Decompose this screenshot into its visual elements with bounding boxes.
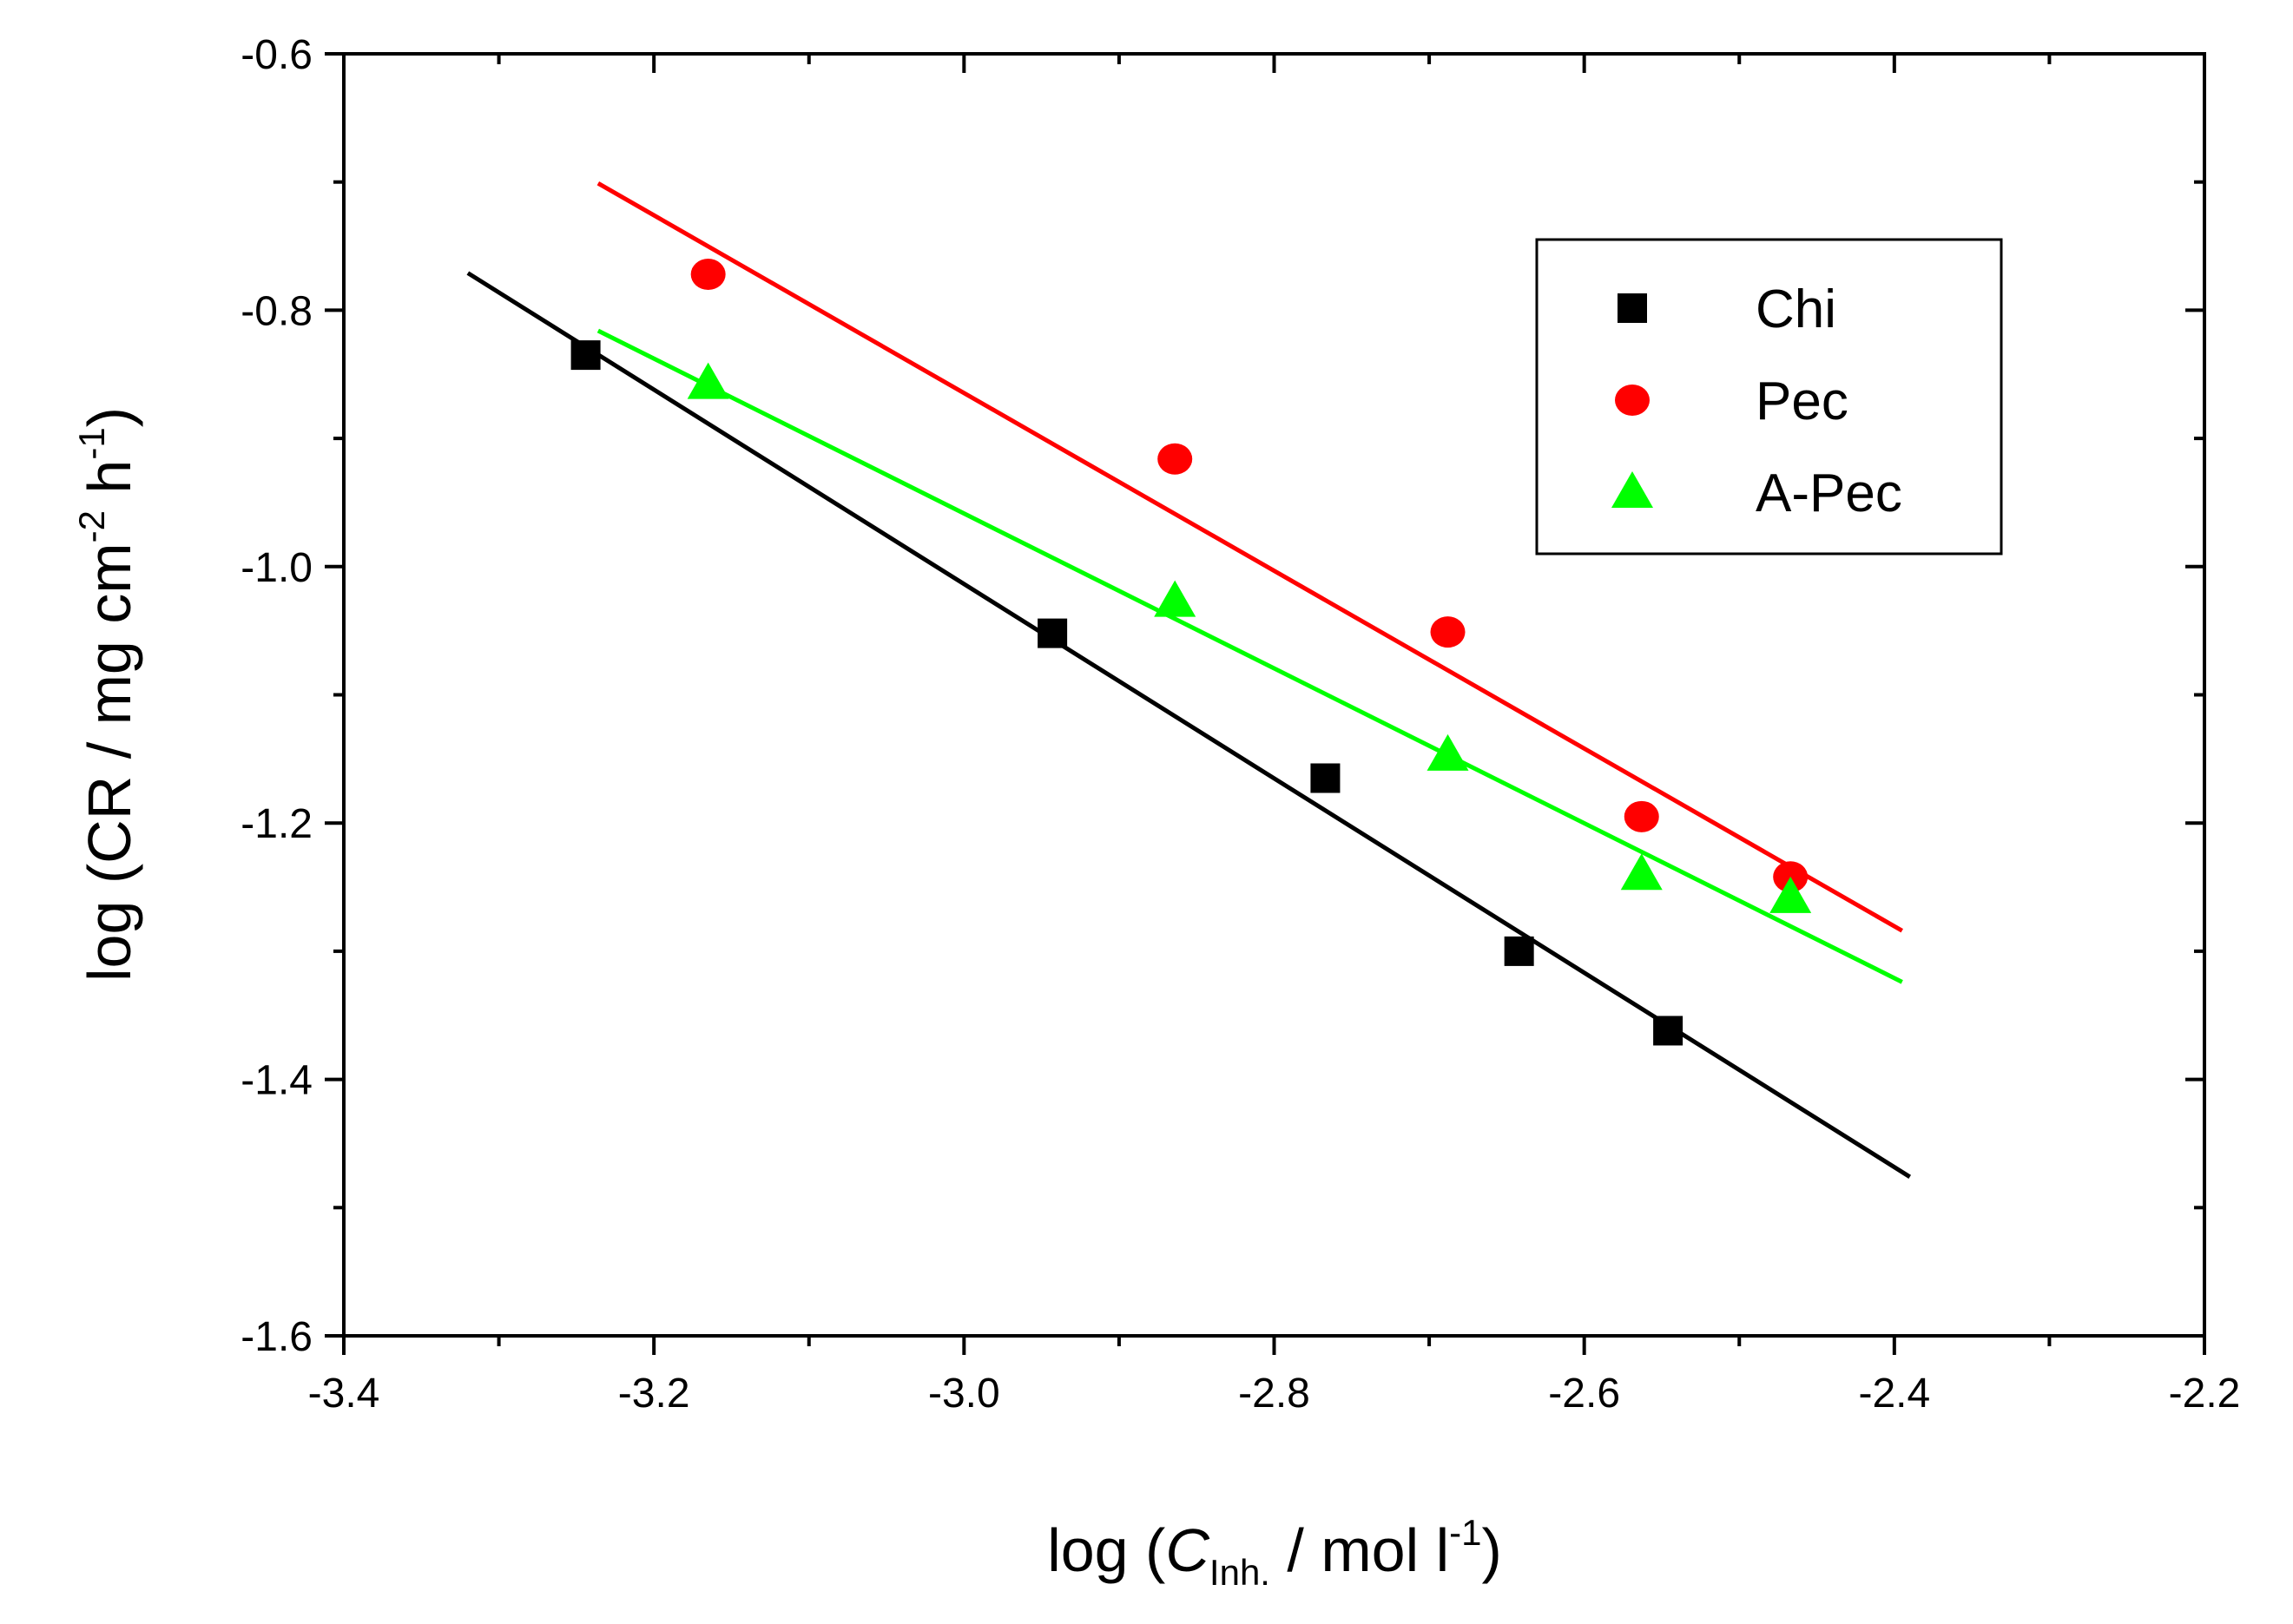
point-pec — [690, 259, 726, 291]
y-tick-label: -0.6 — [241, 32, 313, 78]
point-a-pec — [1154, 580, 1196, 617]
x-tick-label: -2.2 — [2169, 1371, 2241, 1417]
point-chi — [1310, 763, 1341, 793]
point-chi — [1653, 1016, 1684, 1046]
x-tick-label: -3.4 — [308, 1371, 380, 1417]
legend-items: Chi Pec A-Pec — [1611, 279, 1902, 523]
y-tick-label: -1.0 — [241, 545, 313, 591]
y-axis-title: log (CR / mg cm-2 h-1) — [71, 407, 143, 982]
x-tick-label: -3.2 — [618, 1371, 690, 1417]
x-tick-label: -2.4 — [1858, 1371, 1930, 1417]
point-pec — [1157, 443, 1193, 475]
x-title-subscript: Inh. — [1209, 1552, 1270, 1593]
x-tick-label: -3.0 — [928, 1371, 1000, 1417]
y-tick-label: -1.6 — [241, 1314, 313, 1360]
legend-label-a-pec: A-Pec — [1756, 464, 1902, 523]
x-title-symbol: C — [1165, 1516, 1209, 1584]
x-axis-title: log (CInh. / mol l-1) — [1047, 1512, 1502, 1593]
x-tick-label: -2.8 — [1238, 1371, 1310, 1417]
axis-ticks — [325, 52, 2206, 1355]
fit-line-a-pec — [596, 328, 1903, 984]
legend-label-pec: Pec — [1756, 371, 1848, 431]
point-pec — [1624, 800, 1659, 832]
y-title-exp1: -2 — [71, 510, 112, 542]
legend-marker-chi — [1618, 293, 1647, 323]
legend-marker-pec — [1615, 385, 1650, 416]
y-title-exp2: -1 — [71, 427, 112, 459]
point-pec — [1430, 616, 1466, 648]
x-title-exponent: -1 — [1449, 1512, 1481, 1553]
y-tick-label: -1.4 — [241, 1058, 313, 1104]
point-a-pec — [1620, 853, 1663, 891]
legend-box — [1535, 238, 2003, 556]
legend-label-chi: Chi — [1756, 279, 1836, 339]
point-chi — [570, 340, 601, 371]
legend-marker-a-pec — [1611, 471, 1653, 508]
point-a-pec — [1427, 733, 1469, 771]
x-title-unit: / mol l — [1270, 1516, 1449, 1584]
point-a-pec — [1769, 876, 1812, 913]
fit-line-pec — [596, 181, 1904, 933]
x-tick-label: -2.6 — [1548, 1371, 1620, 1417]
y-tick-label: -0.8 — [241, 288, 313, 334]
point-chi — [1038, 618, 1068, 648]
point-a-pec — [687, 362, 729, 399]
x-title-prefix: log ( — [1047, 1516, 1165, 1584]
legend: Chi Pec A-Pec — [1535, 238, 2003, 556]
tick-labels: -3.4 -3.2 -3.0 -2.8 -2.6 -2.4 -2.2 -1.6 -1.4 -1.2… — [241, 32, 2240, 1417]
data-points — [570, 259, 1812, 1046]
y-title-prefix: log (CR / mg cm — [76, 542, 143, 982]
y-tick-label: -1.2 — [241, 801, 313, 847]
y-title-suffix: ) — [76, 407, 143, 427]
y-title-middle: h — [76, 460, 143, 510]
point-chi — [1504, 936, 1534, 966]
x-title-suffix: ) — [1481, 1516, 1501, 1584]
